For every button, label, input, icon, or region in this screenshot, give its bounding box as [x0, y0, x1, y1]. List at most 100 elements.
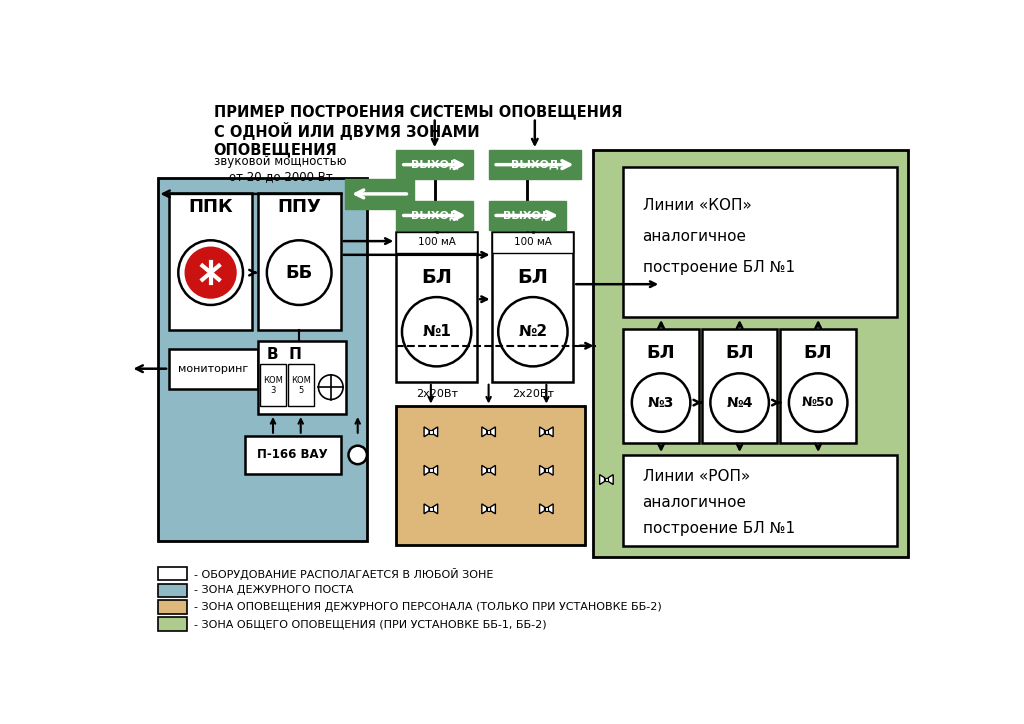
Text: БЛ: БЛ	[517, 269, 548, 287]
Text: ВЫХОД: ВЫХОД	[411, 211, 459, 221]
Text: БЛ: БЛ	[647, 343, 676, 361]
Polygon shape	[482, 504, 486, 514]
Bar	[396, 150, 473, 180]
Text: 2х20Вт: 2х20Вт	[416, 389, 458, 399]
Circle shape	[711, 374, 769, 432]
Bar	[169, 193, 252, 330]
Bar	[288, 364, 313, 406]
Text: П-166 ВАУ: П-166 ВАУ	[257, 448, 328, 461]
Text: КОМ
3: КОМ 3	[263, 376, 283, 395]
Polygon shape	[424, 466, 429, 475]
Bar	[396, 232, 477, 253]
Text: мониторинг: мониторинг	[178, 363, 249, 374]
Text: БЛ: БЛ	[725, 343, 754, 361]
Text: - ЗОНА ОБЩЕГО ОПОВЕЩЕНИЯ (ПРИ УСТАНОВКЕ ББ-1, ББ-2): - ЗОНА ОБЩЕГО ОПОВЕЩЕНИЯ (ПРИ УСТАНОВКЕ …	[194, 619, 547, 629]
Polygon shape	[433, 504, 437, 514]
Text: звуковой мощностью
    от 20 до 2000 Вт: звуковой мощностью от 20 до 2000 Вт	[214, 155, 346, 182]
Circle shape	[788, 374, 848, 432]
Text: - ЗОНА ДЕЖУРНОГО ПОСТА: - ЗОНА ДЕЖУРНОГО ПОСТА	[194, 586, 353, 595]
Bar	[493, 232, 573, 382]
Text: ПРИМЕР ПОСТРОЕНИЯ СИСТЕМЫ ОПОВЕЩЕНИЯ
С ОДНОЙ ИЛИ ДВУМЯ ЗОНАМИ
ОПОВЕЩЕНИЯ: ПРИМЕР ПОСТРОЕНИЯ СИСТЕМЫ ОПОВЕЩЕНИЯ С О…	[214, 104, 623, 157]
Polygon shape	[548, 466, 553, 475]
Bar	[624, 329, 698, 443]
Circle shape	[632, 374, 690, 432]
Bar	[488, 201, 565, 230]
Text: БЛ: БЛ	[804, 343, 833, 361]
Text: - ОБОРУДОВАНИЕ РАСПОЛАГАЕТСЯ В ЛЮБОЙ ЗОНЕ: - ОБОРУДОВАНИЕ РАСПОЛАГАЕТСЯ В ЛЮБОЙ ЗОН…	[194, 568, 494, 579]
Bar	[158, 584, 186, 597]
Polygon shape	[600, 475, 604, 484]
Polygon shape	[540, 504, 545, 514]
Text: аналогичное: аналогичное	[643, 229, 746, 244]
Bar	[486, 507, 490, 510]
Text: Линии «РОП»: Линии «РОП»	[643, 469, 750, 484]
Polygon shape	[540, 427, 545, 437]
Bar	[545, 430, 548, 434]
Text: №1: №1	[422, 324, 452, 340]
Polygon shape	[482, 427, 486, 437]
Polygon shape	[490, 504, 496, 514]
Bar	[545, 468, 548, 472]
Polygon shape	[482, 466, 486, 475]
Text: ВЫХОД: ВЫХОД	[511, 160, 559, 169]
Polygon shape	[548, 504, 553, 514]
Bar	[158, 177, 367, 541]
Bar	[488, 150, 581, 180]
Bar	[245, 436, 341, 474]
Bar	[158, 618, 186, 631]
Bar	[624, 455, 897, 546]
Text: ППУ: ППУ	[278, 198, 322, 216]
Circle shape	[402, 297, 471, 366]
Text: построение БЛ №1: построение БЛ №1	[643, 521, 795, 536]
Bar	[429, 430, 433, 434]
Circle shape	[267, 240, 332, 305]
Bar	[258, 341, 346, 414]
Text: №3: №3	[648, 395, 674, 410]
Bar	[169, 349, 258, 389]
Text: ББ: ББ	[286, 264, 312, 282]
Text: построение БЛ №1: построение БЛ №1	[643, 260, 795, 274]
Text: БЛ: БЛ	[421, 269, 452, 287]
Bar	[158, 567, 186, 581]
Text: №50: №50	[802, 396, 835, 409]
Text: В  П: В П	[267, 348, 302, 362]
Circle shape	[499, 297, 567, 366]
Bar	[780, 329, 856, 443]
Bar	[545, 507, 548, 510]
Text: КОМ
5: КОМ 5	[291, 376, 310, 395]
Text: 100 мА: 100 мА	[418, 237, 456, 248]
Text: 2х20Вт: 2х20Вт	[512, 389, 554, 399]
Polygon shape	[424, 504, 429, 514]
Circle shape	[318, 375, 343, 400]
Bar	[396, 406, 585, 545]
Bar	[593, 150, 908, 557]
Bar	[345, 180, 414, 209]
Polygon shape	[433, 427, 437, 437]
Bar	[429, 468, 433, 472]
Bar	[624, 167, 897, 317]
Bar	[701, 329, 777, 443]
Polygon shape	[433, 466, 437, 475]
Text: аналогичное: аналогичное	[643, 495, 746, 510]
Polygon shape	[490, 427, 496, 437]
Text: - ЗОНА ОПОВЕЩЕНИЯ ДЕЖУРНОГО ПЕРСОНАЛА (ТОЛЬКО ПРИ УСТАНОВКЕ ББ-2): - ЗОНА ОПОВЕЩЕНИЯ ДЕЖУРНОГО ПЕРСОНАЛА (Т…	[194, 602, 662, 613]
Bar	[486, 430, 490, 434]
Text: ППК: ППК	[188, 198, 232, 216]
Polygon shape	[424, 427, 429, 437]
Text: 100 мА: 100 мА	[514, 237, 552, 248]
Bar	[429, 507, 433, 510]
Polygon shape	[608, 475, 613, 484]
Bar	[396, 201, 473, 230]
Polygon shape	[490, 466, 496, 475]
Text: Линии «КОП»: Линии «КОП»	[643, 198, 752, 213]
Polygon shape	[540, 466, 545, 475]
Polygon shape	[548, 427, 553, 437]
Bar	[493, 232, 573, 253]
Text: №4: №4	[726, 395, 753, 410]
Bar	[260, 364, 286, 406]
Text: ВЫХОД: ВЫХОД	[411, 160, 459, 169]
Bar	[396, 232, 477, 382]
Bar	[158, 600, 186, 615]
Circle shape	[185, 247, 237, 298]
Bar	[258, 193, 341, 330]
